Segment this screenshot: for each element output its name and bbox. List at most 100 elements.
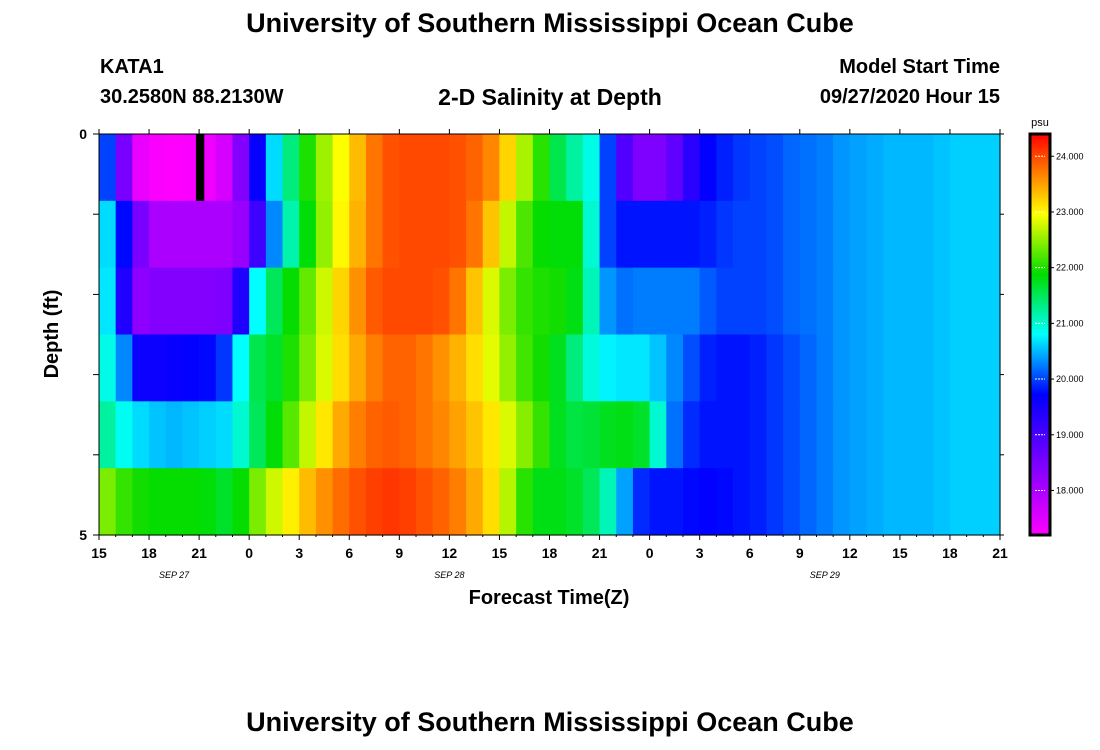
- heatmap-cell: [449, 267, 467, 336]
- heatmap-cell: [833, 200, 851, 269]
- heatmap-cell: [682, 134, 701, 202]
- heatmap-cell: [616, 334, 634, 402]
- heatmap-cell: [516, 468, 534, 536]
- heatmap-cell: [849, 134, 868, 202]
- heatmap-cell: [516, 401, 534, 469]
- heatmap-cell: [149, 200, 167, 269]
- heatmap-cell: [833, 334, 851, 402]
- x-tick-label: 9: [395, 545, 403, 561]
- heatmap-cell: [149, 134, 167, 202]
- heatmap-cell: [666, 267, 684, 336]
- colorbar-tick-label: 23.000: [1056, 207, 1084, 217]
- x-tick-label: 21: [592, 545, 608, 561]
- heatmap-cell: [249, 267, 267, 336]
- heatmap-cell: [966, 200, 984, 269]
- heatmap-cell: [883, 468, 901, 536]
- heatmap-cell: [916, 267, 934, 336]
- heatmap-cell: [232, 334, 250, 402]
- heatmap-cell: [282, 200, 300, 269]
- heatmap-cell: [916, 134, 934, 202]
- heatmap-cell: [749, 401, 768, 469]
- heatmap-cell: [566, 334, 584, 402]
- heatmap-cell: [249, 134, 267, 202]
- y-tick-label: 5: [79, 527, 87, 543]
- heatmap-cell: [949, 200, 968, 269]
- heatmap-cell: [582, 267, 601, 336]
- heatmap-cell: [332, 200, 350, 269]
- heatmap-cell: [449, 468, 467, 536]
- heatmap-cell: [632, 200, 651, 269]
- heatmap-cell: [132, 401, 150, 469]
- heatmap-cell: [883, 267, 901, 336]
- heatmap-cell: [265, 200, 284, 269]
- heatmap-cell: [699, 468, 717, 536]
- colorbar-tick-label: 22.000: [1056, 263, 1084, 273]
- heatmap-cell: [315, 134, 334, 202]
- heatmap-cell: [349, 134, 367, 202]
- x-tick-label: 12: [442, 545, 458, 561]
- heatmap-cell: [99, 401, 117, 469]
- heatmap-cell: [115, 200, 133, 269]
- y-tick-label: 0: [79, 126, 87, 142]
- heatmap-cell: [949, 468, 968, 536]
- heatmap-cell: [115, 134, 133, 202]
- y-axis: 05: [79, 126, 1004, 543]
- heatmap-cell: [883, 134, 901, 202]
- heatmap-cell: [516, 334, 534, 402]
- colorbar-tick-label: 20.000: [1056, 374, 1084, 384]
- heatmap-cell: [616, 401, 634, 469]
- heatmap-cell: [833, 401, 851, 469]
- heatmap-cell: [265, 468, 284, 536]
- heatmap-cell: [599, 468, 617, 536]
- heatmap-cell: [666, 334, 684, 402]
- station-name: KATA1: [100, 56, 164, 78]
- heatmap-cell: [749, 200, 768, 269]
- heatmap-cell: [766, 134, 784, 202]
- heatmap-cell: [632, 401, 651, 469]
- heatmap-cell: [783, 468, 801, 536]
- heatmap-cell: [716, 334, 734, 402]
- colorbar-ticks: 24.000 23.000 22.000 21.000 20.000 19.000 18.0…: [1035, 151, 1084, 495]
- heatmap-cell: [682, 401, 701, 469]
- heatmap-cell: [215, 134, 234, 202]
- heatmap-cell: [899, 134, 918, 202]
- heatmap-cell: [632, 134, 651, 202]
- heatmap-cell: [115, 267, 133, 336]
- heatmap-cell: [232, 134, 250, 202]
- heatmap-cell: [132, 134, 150, 202]
- heatmap-cell: [299, 468, 317, 536]
- heatmap-cell: [833, 134, 851, 202]
- heatmap-cell: [933, 267, 951, 336]
- heatmap-cell: [532, 267, 551, 336]
- heatmap-cell: [666, 468, 684, 536]
- heatmap-cell: [749, 468, 768, 536]
- heatmap-cell: [282, 401, 300, 469]
- heatmap-cell: [716, 468, 734, 536]
- heatmap-cell: [866, 200, 884, 269]
- heatmap-cell: [99, 468, 117, 536]
- heatmap-cell: [482, 200, 501, 269]
- heatmap-cell: [232, 401, 250, 469]
- heatmap-cell: [115, 334, 133, 402]
- heatmap-cell: [499, 334, 517, 402]
- heatmap-cell: [365, 200, 384, 269]
- heatmap-cell: [849, 200, 868, 269]
- heatmap-cell: [499, 401, 517, 469]
- heatmap-cell: [632, 267, 651, 336]
- heatmap-cell: [315, 267, 334, 336]
- heatmap-cell: [182, 468, 200, 536]
- heatmap-cell: [933, 200, 951, 269]
- heatmap-cell: [799, 401, 818, 469]
- heatmap-cell: [816, 401, 834, 469]
- heatmap-cell: [399, 267, 417, 336]
- heatmap-cell: [849, 401, 868, 469]
- heatmap-cell: [866, 134, 884, 202]
- heatmap-cell: [549, 334, 567, 402]
- x-tick-label: 21: [191, 545, 207, 561]
- heatmap-cell: [365, 334, 384, 402]
- heatmap-cell: [849, 334, 868, 402]
- heatmap-cell: [582, 200, 601, 269]
- heatmap-cell: [649, 401, 667, 469]
- heatmap-cell: [599, 267, 617, 336]
